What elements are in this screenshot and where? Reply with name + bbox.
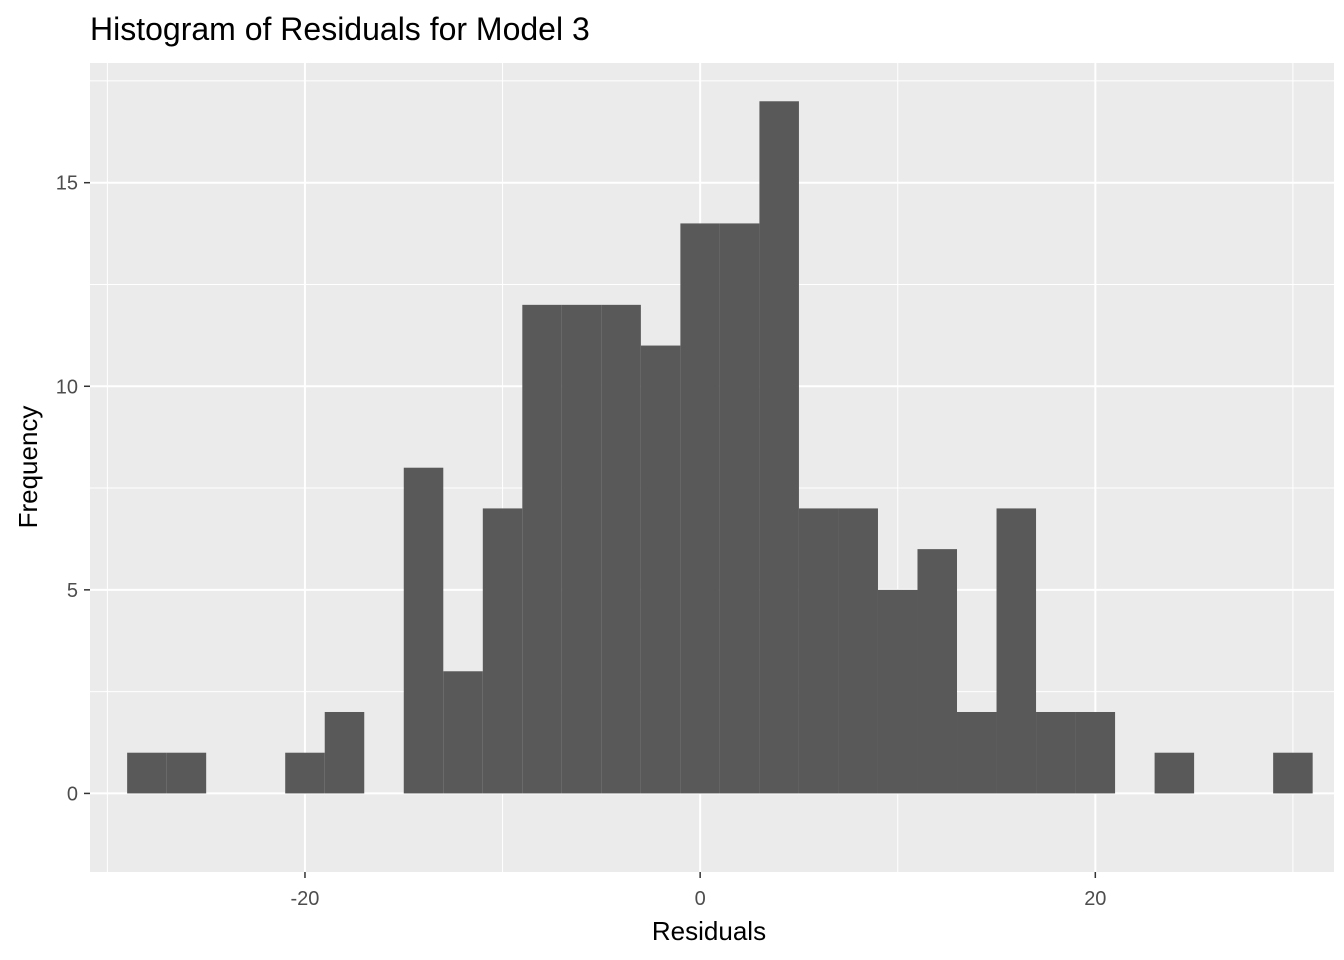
x-axis-title: Residuals [652,916,766,946]
y-tick-label: 0 [67,783,78,805]
y-axis-ticks: 0 5 10 15 [56,173,90,805]
histogram-bar [127,752,167,794]
histogram-bar [917,549,958,794]
histogram-bar [1273,752,1313,794]
y-tick-label: 10 [56,376,78,398]
histogram-bar [996,508,1037,794]
histogram-bar [1154,752,1195,794]
histogram-bar [680,223,720,794]
x-tick-label: 20 [1084,888,1106,910]
histogram-bar [443,671,483,794]
histogram-bars [127,101,1313,794]
histogram-bar [166,752,207,794]
histogram-bar [838,508,878,794]
histogram-bar [522,304,562,794]
histogram-bar [601,304,641,794]
histogram-bar [957,711,997,794]
histogram-bar [798,508,839,794]
y-axis-title: Frequency [13,406,43,529]
histogram-bar [403,467,444,794]
histogram-bar [1075,711,1116,794]
histogram-bar [561,304,602,794]
x-tick-label: -20 [291,888,320,910]
histogram-bar [324,711,365,794]
histogram-bar [285,752,325,794]
y-tick-label: 15 [56,173,78,195]
chart-title: Histogram of Residuals for Model 3 [90,11,590,47]
histogram-bar [719,223,760,794]
histogram-bar [640,345,681,794]
histogram-bar [482,508,523,794]
x-tick-label: 0 [695,888,706,910]
histogram-bar [1036,711,1076,794]
histogram-bar [877,589,918,794]
y-tick-label: 5 [67,580,78,602]
x-axis-ticks: -20 0 20 [291,872,1106,910]
histogram-bar [759,101,799,794]
